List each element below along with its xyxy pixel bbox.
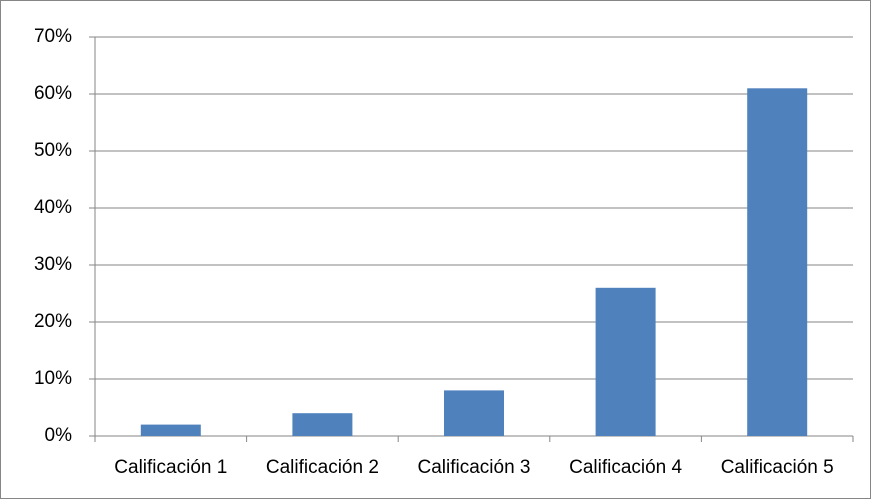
bar: [747, 88, 808, 437]
y-tick-label: 60%: [34, 83, 72, 104]
y-tick-label: 10%: [34, 368, 72, 389]
y-tick-label: 0%: [45, 425, 73, 446]
x-tick-label: Calificación 1: [114, 457, 227, 478]
bar: [292, 413, 353, 436]
bar: [444, 390, 504, 436]
x-tick-label: Calificación 5: [721, 457, 834, 478]
x-tick-label: Calificación 3: [418, 457, 531, 478]
y-tick-label: 30%: [34, 254, 72, 275]
y-tick-label: 40%: [34, 197, 72, 218]
y-tick-label: 50%: [34, 140, 72, 161]
y-tick-label: 70%: [34, 26, 72, 47]
y-tick-label: 20%: [34, 311, 72, 332]
x-tick-label: Calificación 2: [266, 457, 379, 478]
bar: [140, 424, 201, 436]
x-tick-label: Calificación 4: [569, 457, 682, 478]
bar: [595, 287, 656, 436]
